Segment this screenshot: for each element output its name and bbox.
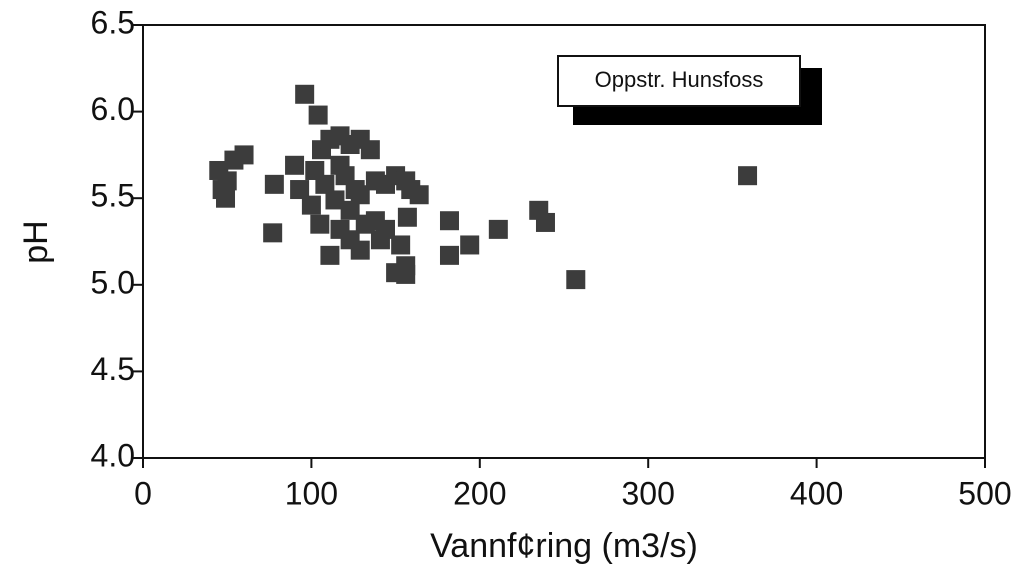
y-axis-title: pH: [17, 220, 55, 263]
x-tick-label: 0: [134, 475, 152, 511]
x-tick-label: 500: [958, 475, 1011, 511]
point: [566, 270, 586, 290]
point: [340, 200, 360, 220]
point: [290, 180, 310, 200]
point: [216, 188, 236, 208]
point: [375, 219, 395, 239]
y-tick-label: 5.0: [91, 264, 135, 300]
point: [264, 174, 284, 194]
plot-frame: [142, 24, 986, 459]
point: [295, 84, 315, 104]
point: [439, 245, 459, 265]
x-axis-title: Vannf¢ring (m3/s): [430, 527, 698, 565]
point: [217, 171, 237, 191]
point: [460, 235, 480, 255]
point: [310, 214, 330, 234]
y-tick-label: 6.5: [91, 4, 135, 40]
point: [301, 195, 321, 215]
point: [360, 140, 380, 160]
point: [320, 245, 340, 265]
point: [488, 219, 508, 239]
x-tick-label: 400: [790, 475, 843, 511]
x-tick-label: 100: [285, 475, 338, 511]
legend-box: [557, 55, 801, 107]
y-tick-label: 6.0: [91, 91, 135, 127]
point: [315, 174, 335, 194]
point: [535, 212, 555, 232]
point: [397, 207, 417, 227]
point: [391, 235, 411, 255]
point: [350, 240, 370, 260]
point: [396, 264, 416, 284]
point: [234, 145, 254, 165]
x-tick-label: 200: [453, 475, 506, 511]
y-tick-label: 4.0: [91, 437, 135, 473]
y-tick-label: 4.5: [91, 351, 135, 387]
x-tick-label: 300: [622, 475, 675, 511]
point: [409, 185, 429, 205]
point: [439, 211, 459, 231]
point: [263, 223, 283, 243]
y-tick-label: 5.5: [91, 178, 135, 214]
point: [738, 166, 758, 186]
point: [330, 155, 350, 175]
point: [285, 155, 305, 175]
point: [325, 190, 345, 210]
legend-label: Oppstr. Hunsfoss: [595, 67, 764, 92]
point: [308, 105, 328, 125]
point: [350, 185, 370, 205]
